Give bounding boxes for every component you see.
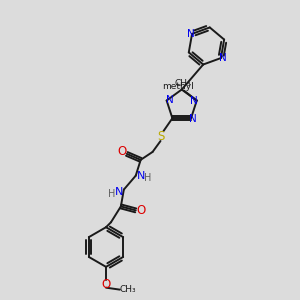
Text: N: N xyxy=(219,53,227,63)
Text: N: N xyxy=(189,114,197,124)
Text: H: H xyxy=(108,188,116,199)
Text: N: N xyxy=(190,95,198,106)
Text: O: O xyxy=(117,146,127,158)
Text: S: S xyxy=(157,130,164,142)
Text: H: H xyxy=(144,173,151,183)
Text: O: O xyxy=(101,278,111,291)
Text: N: N xyxy=(166,94,173,104)
Text: N: N xyxy=(115,187,123,196)
Text: CH₃: CH₃ xyxy=(119,285,136,294)
Text: N: N xyxy=(136,171,145,181)
Text: CH₃: CH₃ xyxy=(175,79,191,88)
Text: O: O xyxy=(136,204,145,217)
Text: N: N xyxy=(187,29,195,39)
Text: methyl: methyl xyxy=(162,82,194,91)
